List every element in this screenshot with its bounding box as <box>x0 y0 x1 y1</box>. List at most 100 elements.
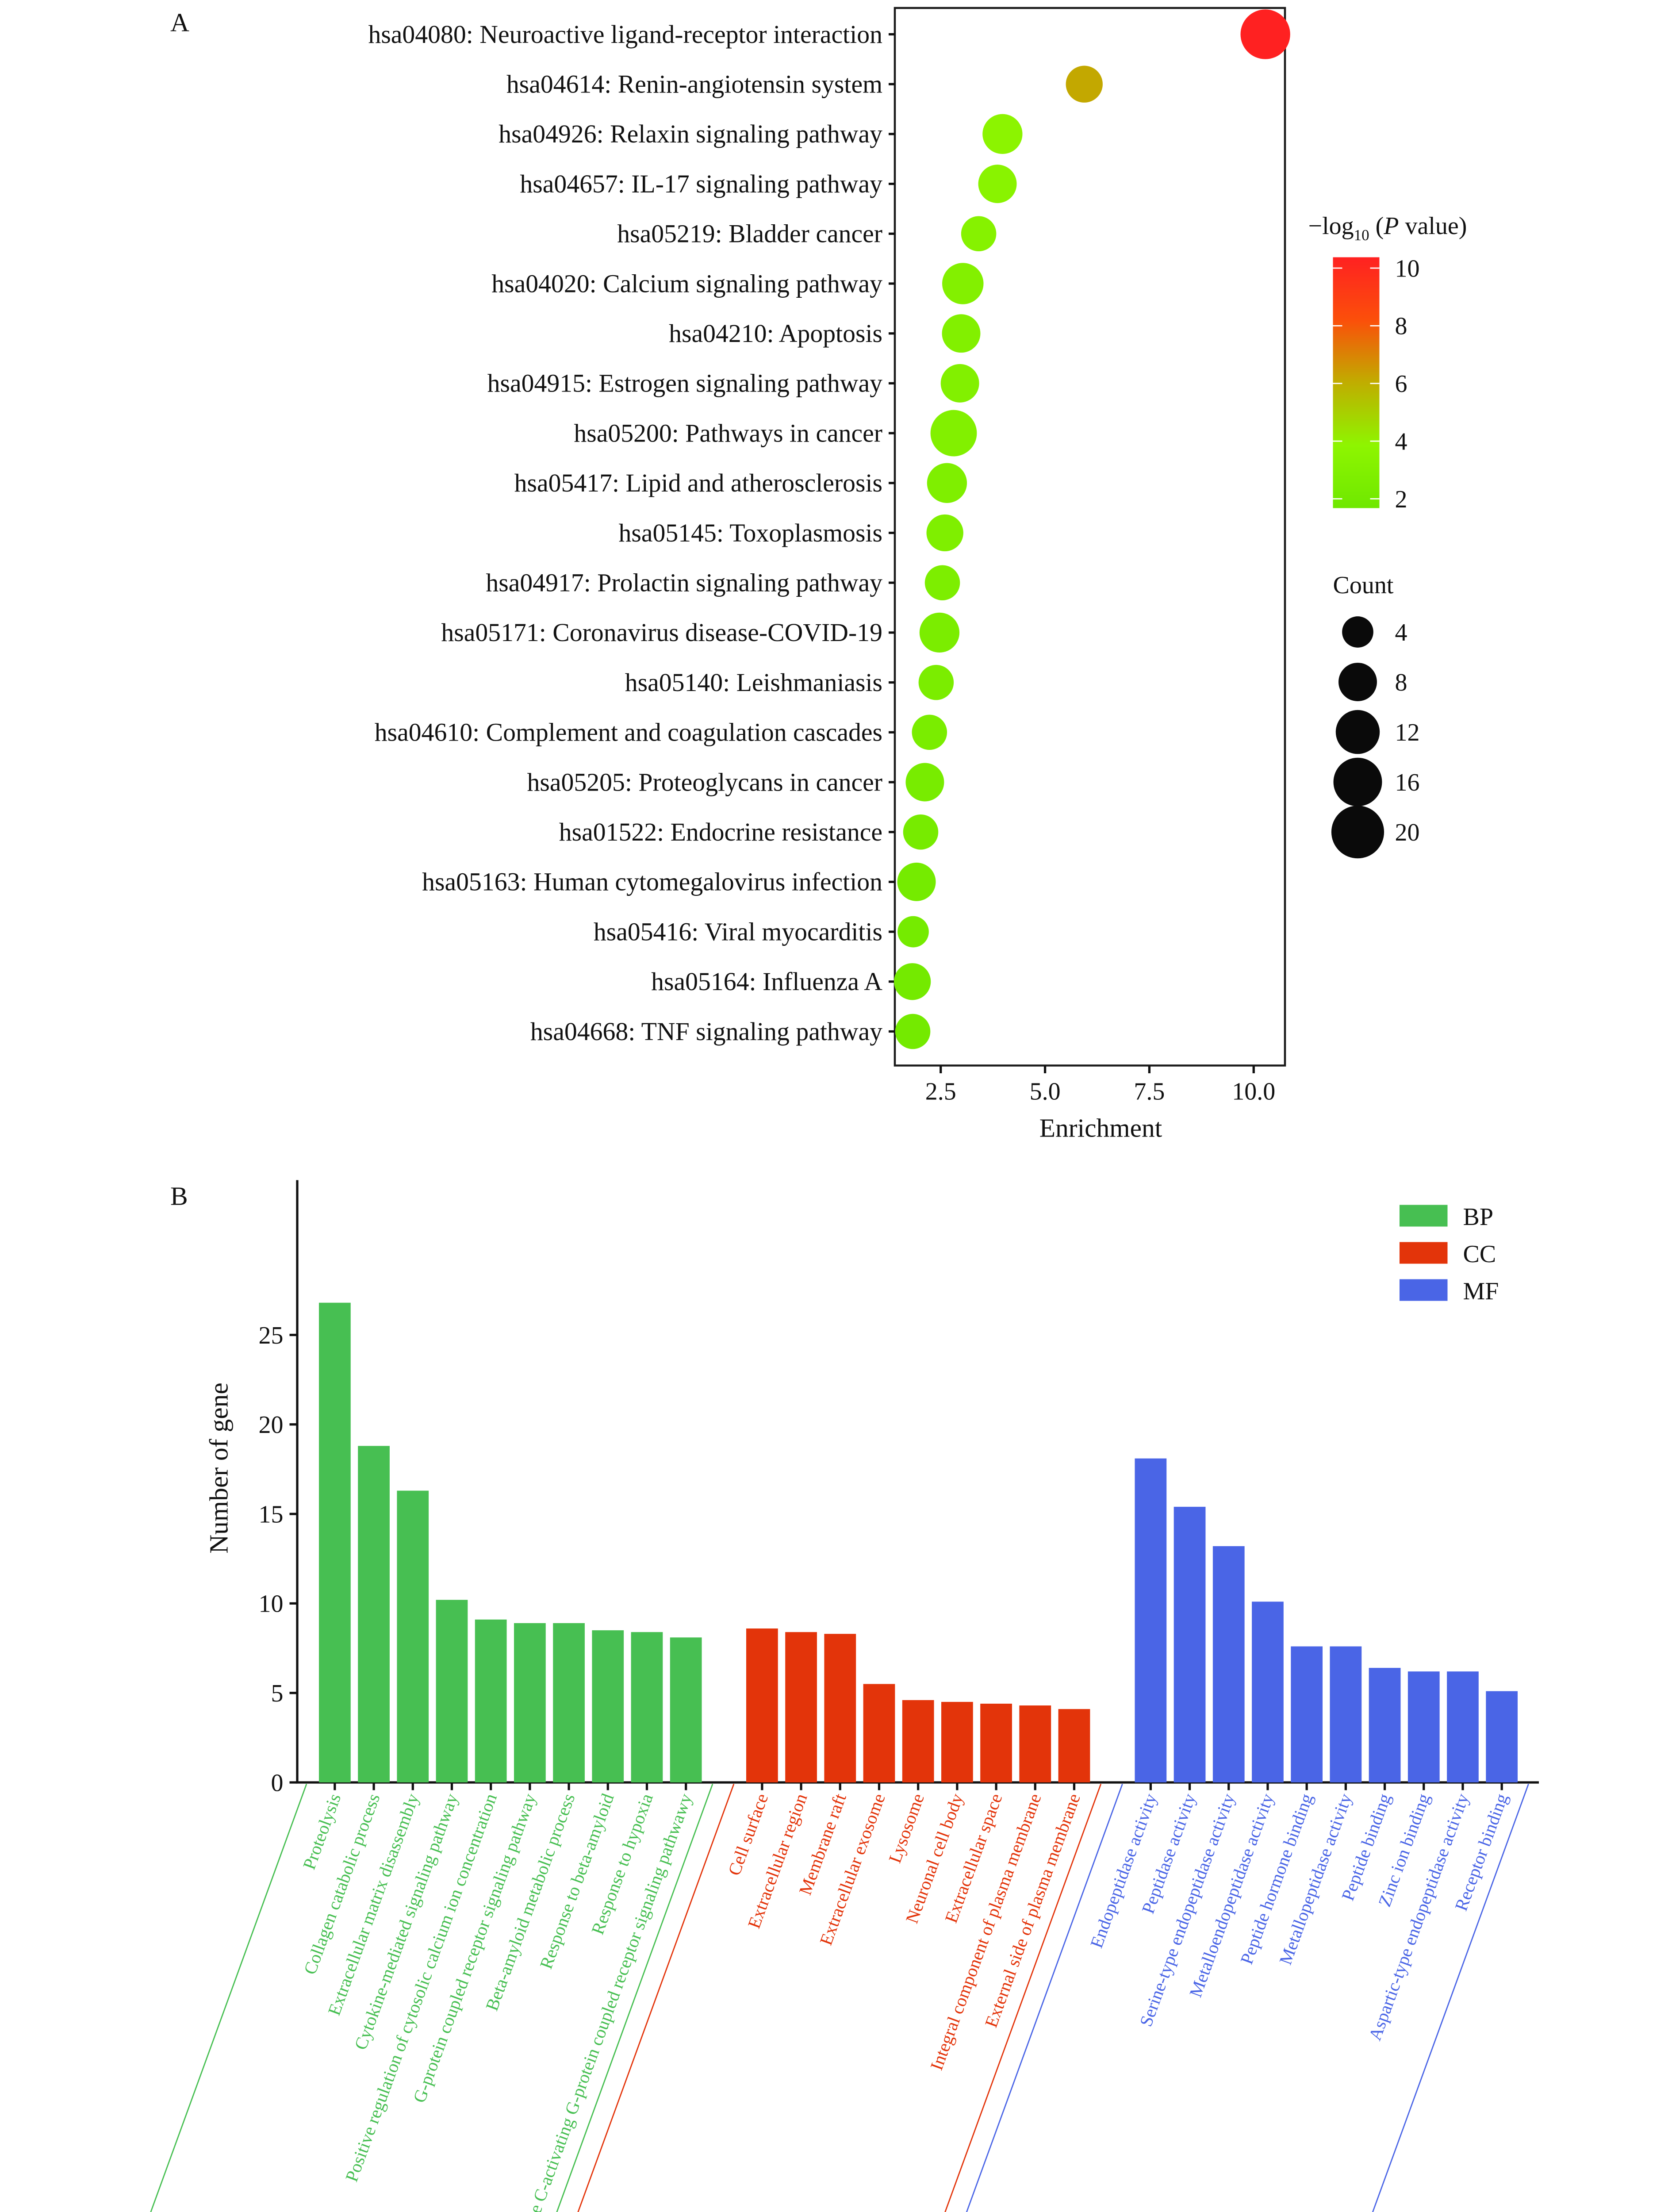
panel-b-y-axis: 0 5 10 15 20 25 <box>259 1322 297 1797</box>
pathway-dot <box>942 263 984 304</box>
color-bar-tick-label: 6 <box>1395 370 1407 398</box>
pathway-label: hsa05200: Pathways in cancer <box>574 419 882 447</box>
bar <box>514 1623 546 1782</box>
panel-a-bubble-chart: A hsa04080: Neuroactive ligand-receptor … <box>170 7 1467 1143</box>
bar <box>319 1302 351 1782</box>
bar <box>1486 1691 1518 1782</box>
bar <box>631 1632 663 1782</box>
bar <box>824 1634 856 1782</box>
bar <box>1407 1671 1440 1782</box>
bar <box>553 1623 585 1782</box>
size-legend-label: 16 <box>1395 769 1420 796</box>
pathway-label: hsa05145: Toxoplasmosis <box>619 519 882 547</box>
pathway-dot <box>905 763 944 802</box>
y-tick-label: 10 <box>259 1590 284 1618</box>
bar <box>475 1619 507 1782</box>
category-label: Proteolysis <box>299 1791 345 1872</box>
pathway-label: hsa05164: Influenza A <box>651 968 882 996</box>
panel-a-rows: hsa04080: Neuroactive ligand-receptor in… <box>368 21 895 1046</box>
size-legend-label: 12 <box>1395 719 1420 746</box>
color-legend: −log10 (P value) 10 8 6 4 2 <box>1308 212 1467 513</box>
panel-a-dots <box>894 9 1290 1049</box>
x-tick-label: 10.0 <box>1232 1078 1275 1106</box>
bar <box>1291 1646 1323 1782</box>
pathway-dot <box>1240 9 1290 59</box>
bar <box>941 1701 973 1782</box>
size-legend-dot <box>1333 757 1382 806</box>
pathway-label: hsa04614: Renin-angiotensin system <box>506 70 882 98</box>
y-tick-label: 0 <box>271 1769 284 1797</box>
pathway-dot <box>940 364 979 403</box>
legend-label-mf: MF <box>1463 1278 1499 1305</box>
size-legend-items: 4 8 12 16 20 <box>1331 616 1420 859</box>
bar <box>397 1490 429 1782</box>
bar <box>980 1703 1012 1782</box>
legend-swatch-bp <box>1400 1205 1448 1227</box>
color-legend-title: −log10 (P value) <box>1308 212 1467 244</box>
bar <box>863 1684 895 1782</box>
pathway-label: hsa05205: Proteoglycans in cancer <box>527 768 882 796</box>
panel-a-x-axis: 2.5 5.0 7.5 10.0 <box>925 1065 1275 1106</box>
pathway-label: hsa04610: Complement and coagulation cas… <box>375 719 882 747</box>
color-bar-tick-label: 4 <box>1395 428 1407 455</box>
pathway-label: hsa05219: Bladder cancer <box>617 220 882 248</box>
pathway-label: hsa04657: IL-17 signaling pathway <box>520 170 882 198</box>
y-tick-label: 25 <box>259 1322 284 1349</box>
pathway-label: hsa05417: Lipid and atherosclerosis <box>514 469 882 497</box>
panel-a-x-axis-title: Enrichment <box>1039 1114 1162 1143</box>
legend-label-cc: CC <box>1463 1240 1496 1268</box>
pathway-dot <box>897 862 936 901</box>
bar <box>358 1446 390 1782</box>
legend-swatch-mf <box>1400 1279 1448 1301</box>
size-legend-dot <box>1342 616 1373 648</box>
group-bracket <box>150 1784 713 2212</box>
bar <box>1447 1671 1479 1782</box>
pathway-label: hsa04915: Estrogen signaling pathway <box>487 370 883 398</box>
x-tick-label: 7.5 <box>1134 1078 1165 1106</box>
bar <box>436 1600 468 1782</box>
pathway-dot <box>903 814 939 850</box>
pathway-dot <box>942 314 981 353</box>
group-bracket <box>577 1784 1102 2212</box>
color-bar-tick-label: 10 <box>1395 255 1420 282</box>
bar <box>785 1632 817 1782</box>
pathway-dot <box>918 664 954 700</box>
size-legend: Count 4 8 12 16 20 <box>1331 572 1420 859</box>
panel-a-plot-frame <box>894 7 1286 1067</box>
bar <box>1330 1646 1362 1782</box>
bar <box>1058 1709 1090 1782</box>
pathway-label: hsa04926: Relaxin signaling pathway <box>499 120 882 148</box>
bar <box>1173 1506 1206 1782</box>
panel-b-letter: B <box>170 1182 188 1211</box>
pathway-label: hsa04668: TNF signaling pathway <box>530 1018 882 1046</box>
pathway-label: hsa01522: Endocrine resistance <box>559 818 882 846</box>
y-tick-label: 5 <box>271 1680 284 1707</box>
size-legend-label: 8 <box>1395 669 1407 696</box>
panel-b-y-axis-title: Number of gene <box>204 1382 234 1554</box>
group-bracket <box>966 1784 1529 2212</box>
legend-swatch-cc <box>1400 1242 1448 1264</box>
pathway-label: hsa05416: Viral myocarditis <box>594 918 882 946</box>
color-bar-tick-label: 8 <box>1395 313 1407 340</box>
pathway-label: hsa05163: Human cytomegalovirus infectio… <box>422 868 882 896</box>
pathway-dot <box>912 714 947 750</box>
x-tick-label: 2.5 <box>925 1078 956 1106</box>
size-legend-label: 4 <box>1395 619 1407 646</box>
size-legend-title: Count <box>1333 572 1394 599</box>
pathway-dot <box>927 463 967 503</box>
pathway-dot <box>926 514 963 552</box>
pathway-dot <box>982 114 1023 154</box>
panel-a-letter: A <box>170 8 189 37</box>
size-legend-dot <box>1335 710 1380 754</box>
panel-b-legend: BP CC MF <box>1400 1203 1499 1305</box>
pathway-dot <box>897 916 929 948</box>
color-bar-ticks: 10 8 6 4 2 <box>1333 255 1420 513</box>
category-label: Lysosome <box>885 1791 928 1866</box>
legend-label-bp: BP <box>1463 1203 1494 1231</box>
pathway-dot <box>1066 65 1103 103</box>
color-bar <box>1333 257 1380 508</box>
bar <box>902 1700 934 1782</box>
bar <box>746 1628 778 1782</box>
